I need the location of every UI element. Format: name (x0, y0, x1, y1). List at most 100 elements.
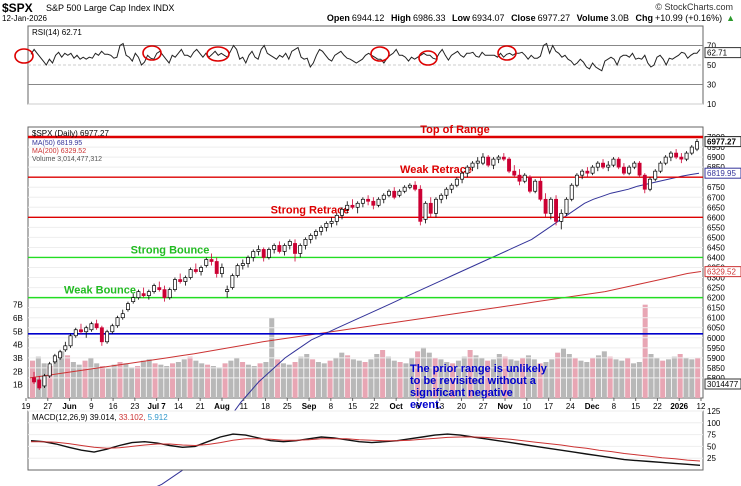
volume-bar (490, 359, 496, 398)
candle-body (240, 263, 245, 266)
volume-bar (636, 362, 642, 398)
x-tick-label: 17 (544, 402, 553, 411)
volume-bar (53, 359, 59, 398)
volume-bar (607, 356, 613, 398)
volume-bar (321, 363, 327, 398)
candle-body (266, 249, 271, 258)
annotation-text: to be revisited without a (410, 375, 537, 387)
price-tick-label: 5800 (707, 374, 725, 383)
candle-body (496, 156, 501, 160)
annotation-text: event. (410, 399, 442, 411)
volume-bar (310, 359, 316, 398)
volume-bar (525, 355, 531, 398)
volume-tick-label: 3B (13, 354, 23, 363)
candle-body (642, 174, 647, 190)
price-tick-label: 6700 (707, 193, 725, 202)
price-tick-label: 6200 (707, 294, 725, 303)
volume-bar (502, 356, 508, 398)
symbol-label: $SPX (2, 1, 33, 15)
candle-body (674, 152, 679, 158)
volume-bar (455, 360, 461, 398)
volume-bar (286, 364, 292, 398)
volume-bar (205, 364, 211, 398)
x-tick-label: 21 (196, 402, 205, 411)
reference-label: Top of Range (420, 124, 489, 136)
volume-bar (677, 354, 683, 398)
candle-body (517, 174, 522, 182)
x-tick-label: Sep (302, 402, 317, 411)
candle-body (668, 152, 673, 158)
candle-body (454, 178, 459, 186)
volume-bar (689, 359, 695, 398)
volume-bar (298, 356, 304, 398)
candle-body (63, 345, 68, 351)
volume-bar (362, 362, 368, 398)
volume-bar (123, 363, 129, 398)
candle-body (481, 156, 485, 164)
x-tick-label: 8 (612, 402, 617, 411)
candle-body (79, 329, 83, 333)
rsi-line (30, 42, 701, 72)
volume-bar (187, 356, 193, 398)
volume-bar (251, 366, 257, 398)
x-tick-label: 25 (283, 402, 292, 411)
volume-bar (82, 360, 88, 398)
volume-bar (660, 360, 666, 398)
candle-body (616, 158, 621, 168)
candle-body (225, 289, 230, 292)
price-tick-label: 6250 (707, 284, 725, 293)
macd-legend-part: 39.014, (90, 413, 119, 422)
volume-bar (135, 366, 141, 398)
x-tick-label: 2026 (670, 402, 688, 411)
ma50-value-box (704, 167, 741, 179)
candle-body (507, 158, 512, 172)
volume-bar (245, 364, 251, 398)
macd-tick-label: 125 (707, 407, 721, 416)
macd-tick-label: 50 (707, 442, 716, 451)
candle-body (418, 188, 423, 222)
candle-body (173, 279, 177, 290)
volume-value-box (704, 378, 741, 390)
rsi-value-box (704, 47, 741, 59)
volume-bar (485, 360, 491, 398)
candle-body (486, 156, 491, 166)
candle-body (178, 279, 183, 282)
x-tick-label: 8 (329, 402, 334, 411)
price-tick-label: 5850 (707, 364, 725, 373)
rsi-tick-label: 30 (707, 81, 716, 90)
volume-bar (356, 360, 362, 398)
volume-bar (140, 360, 146, 398)
candle-body (340, 208, 344, 216)
volume-bar (216, 367, 222, 398)
price-tick-label: 6400 (707, 253, 725, 262)
candle-body (287, 241, 292, 246)
x-tick-label: 11 (240, 402, 249, 411)
volume-bar (549, 359, 555, 398)
volume-bar (578, 360, 584, 398)
volume-bar (304, 354, 310, 398)
candle-body (293, 243, 297, 254)
volume-bar (339, 352, 345, 398)
highlight-circle (370, 46, 390, 62)
annotation-text: The prior range is unlikely (410, 363, 548, 375)
volume-bar (473, 355, 479, 398)
volume-bar (648, 354, 654, 398)
volume-bar (117, 362, 123, 398)
volume-value-label: 3014477 (707, 380, 739, 389)
x-tick-label: 6 (416, 402, 421, 411)
volume-bar (461, 356, 467, 398)
volume-bar (59, 351, 65, 398)
ma200-legend: MA(200) 6329.52 (32, 148, 86, 155)
candle-body (527, 176, 532, 192)
candle-body (381, 194, 386, 200)
price-tick-label: 6750 (707, 183, 725, 192)
macd-legend: MACD(12,26,9) 39.014, 33.102, 5.912 (32, 413, 168, 422)
x-tick-label: 9 (89, 402, 94, 411)
x-tick-label: 22 (653, 402, 662, 411)
price-tick-label: 6450 (707, 243, 725, 252)
candle-body (637, 162, 642, 176)
volume-bar (531, 359, 537, 398)
macd-line (30, 433, 701, 466)
candle-body (334, 214, 339, 222)
x-tick-label: Jul 7 (148, 402, 167, 411)
